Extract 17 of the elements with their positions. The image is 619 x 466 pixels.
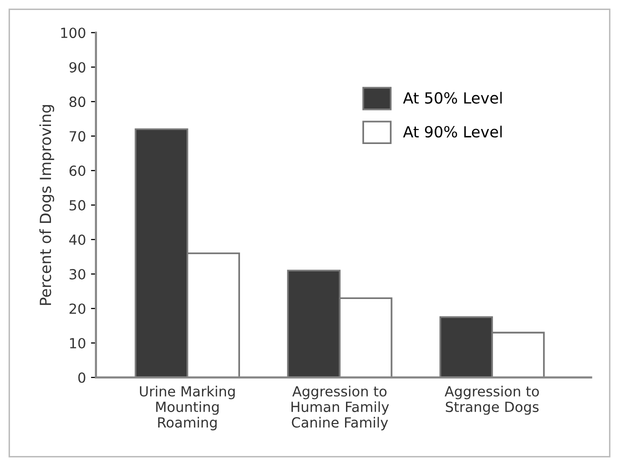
y-tick-label: 70 [70, 131, 86, 142]
y-tick-label: 10 [70, 338, 86, 348]
y-tick-label: 30 [70, 268, 86, 280]
y-tick-label: 100 [61, 28, 86, 38]
x-tick-label: Urine Marking Mounting Roaming [140, 386, 235, 430]
legend-label: At 90% Level [403, 126, 502, 138]
x-tick-label: Aggression to Human Family Canine Family [292, 386, 389, 430]
y-tick-label: 90 [69, 62, 86, 73]
y-tick-label: 50 [70, 200, 86, 211]
y-tick-label: 80 [69, 96, 86, 108]
legend-label: At 50% Level [403, 92, 502, 104]
y-tick-label: 40 [69, 234, 86, 245]
x-tick-label: Aggression to Strange Dogs [444, 386, 539, 415]
y-tick-label: 20 [70, 303, 86, 314]
y-axis-title: Percent of Dogs Improving [39, 105, 54, 305]
y-tick-label: 0 [78, 372, 86, 383]
y-tick-label: 60 [70, 166, 86, 176]
